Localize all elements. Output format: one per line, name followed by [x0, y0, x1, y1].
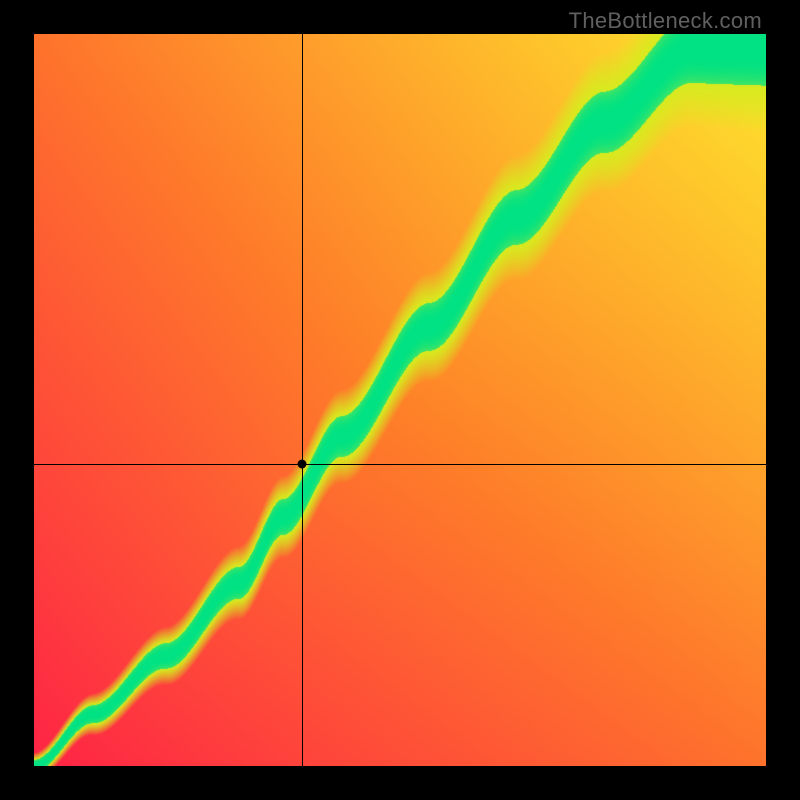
- crosshair-horizontal: [34, 464, 766, 465]
- crosshair-vertical: [302, 34, 303, 766]
- attribution-text: TheBottleneck.com: [569, 8, 762, 34]
- heatmap-canvas: [34, 34, 766, 766]
- chart-container: TheBottleneck.com: [0, 0, 800, 800]
- crosshair-marker: [297, 459, 306, 468]
- plot-area: [34, 34, 766, 766]
